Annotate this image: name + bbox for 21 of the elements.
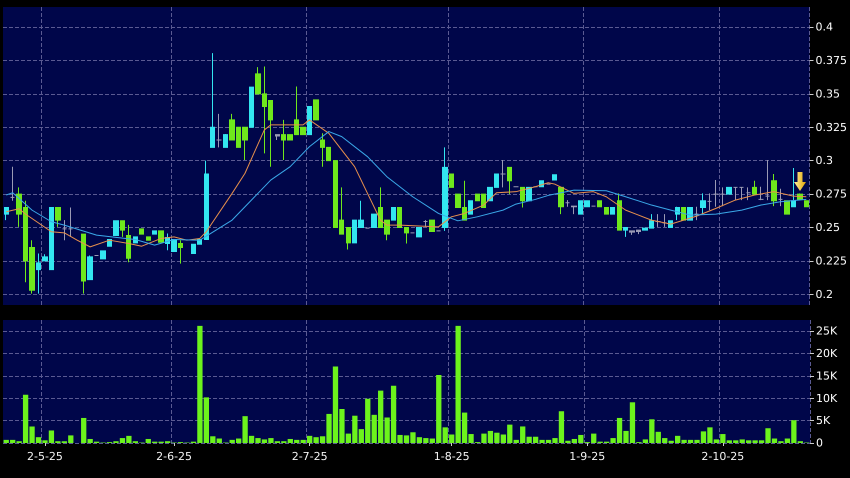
x-tick-label: 1-8-25 (434, 450, 470, 463)
x-tick-label: 2-7-25 (292, 450, 328, 463)
y-tick-label: 0.275 (816, 188, 848, 201)
y-tick-label: 15K (816, 369, 838, 382)
y-tick-label: 0.2 (816, 288, 834, 301)
y-tick-label: 0.25 (816, 220, 840, 234)
y-tick-label: 0.225 (816, 254, 848, 268)
y-tick-label: 5K (816, 414, 831, 428)
x-tick-label: 2-6-25 (156, 450, 192, 463)
y-tick-label: 0.375 (816, 54, 848, 67)
y-tick-label: 0 (816, 436, 823, 450)
y-tick-label: 0.4 (816, 20, 834, 34)
y-tick-label: 0.3 (816, 154, 834, 168)
x-tick-label: 2-10-25 (701, 450, 744, 463)
x-tick-label: 2-5-25 (26, 450, 63, 463)
x-tick-label: 1-9-25 (569, 450, 606, 463)
y-tick-label: 0.35 (816, 87, 840, 100)
y-tick-label: 20K (816, 347, 838, 360)
y-tick-label: 10K (816, 392, 838, 405)
y-tick-label: 25K (816, 324, 838, 338)
y-tick-label: 0.325 (816, 120, 848, 134)
